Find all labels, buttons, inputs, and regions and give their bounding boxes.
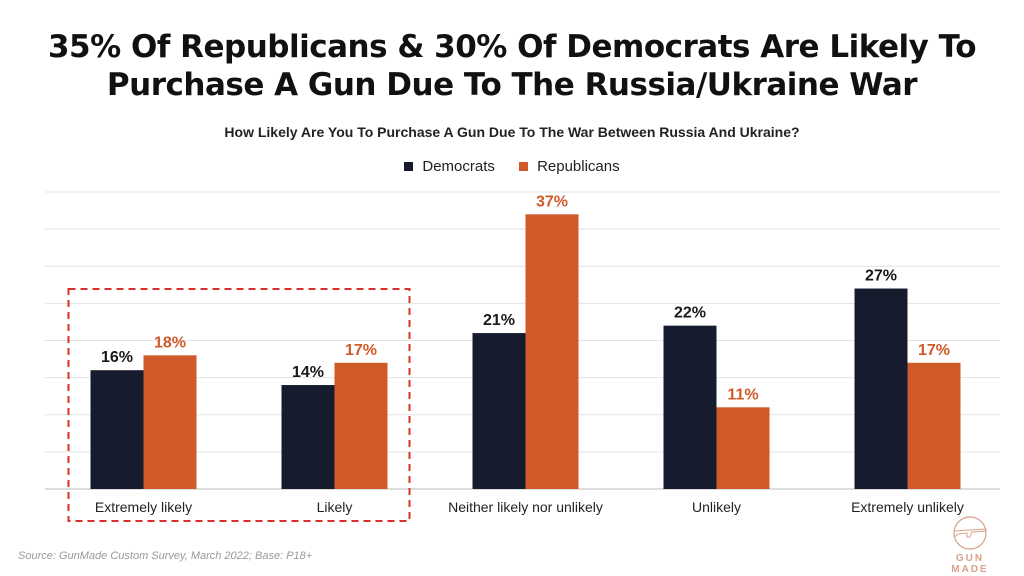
data-label: 17%	[345, 342, 377, 359]
data-label: 14%	[292, 364, 324, 381]
data-label: 11%	[727, 386, 758, 403]
legend-item-democrats: Democrats	[404, 158, 495, 175]
legend-swatch	[519, 162, 529, 171]
source-note: Source: GunMade Custom Survey, March 202…	[18, 550, 313, 562]
bar-republicans	[143, 355, 197, 489]
title-line-2: Purchase A Gun Due To The Russia/Ukraine…	[106, 67, 918, 103]
data-label: 16%	[101, 349, 133, 366]
bar-republicans	[334, 362, 388, 489]
bar-democrats	[472, 333, 526, 489]
legend: Democrats Republicans	[0, 158, 1024, 175]
bar-democrats	[854, 288, 908, 489]
x-tick-label: Neither likely nor unlikely	[448, 499, 603, 515]
legend-item-republicans: Republicans	[519, 158, 620, 175]
gunmade-logo: GUN MADE	[935, 515, 1005, 575]
chart-subtitle: How Likely Are You To Purchase A Gun Due…	[224, 124, 800, 140]
data-label: 27%	[865, 268, 897, 285]
x-tick-label: Extremely unlikely	[851, 499, 964, 515]
legend-swatch	[404, 162, 414, 171]
bar-democrats	[90, 370, 144, 489]
title-line-1: 35% Of Republicans & 30% Of Democrats Ar…	[47, 29, 977, 65]
legend-label: Republicans	[537, 158, 620, 175]
bar-republicans	[716, 407, 770, 489]
page-title: 35% Of Republicans & 30% Of Democrats Ar…	[0, 28, 1024, 104]
x-tick-label: Extremely likely	[95, 499, 192, 515]
data-label: 37%	[536, 193, 568, 210]
data-label: 21%	[483, 312, 515, 329]
data-label: 18%	[154, 334, 186, 351]
bar-republicans	[525, 214, 579, 489]
bar-republicans	[907, 362, 961, 489]
legend-label: Democrats	[422, 158, 495, 175]
data-label: 17%	[918, 342, 950, 359]
bar-democrats	[663, 325, 717, 489]
x-tick-label: Likely	[317, 499, 353, 515]
rifle-logo-icon	[953, 516, 987, 550]
highlight-box	[67, 288, 411, 522]
x-tick-label: Unlikely	[692, 499, 741, 515]
bar-democrats	[281, 385, 335, 489]
logo-text: GUN MADE	[951, 553, 989, 575]
data-label: 22%	[674, 305, 706, 322]
